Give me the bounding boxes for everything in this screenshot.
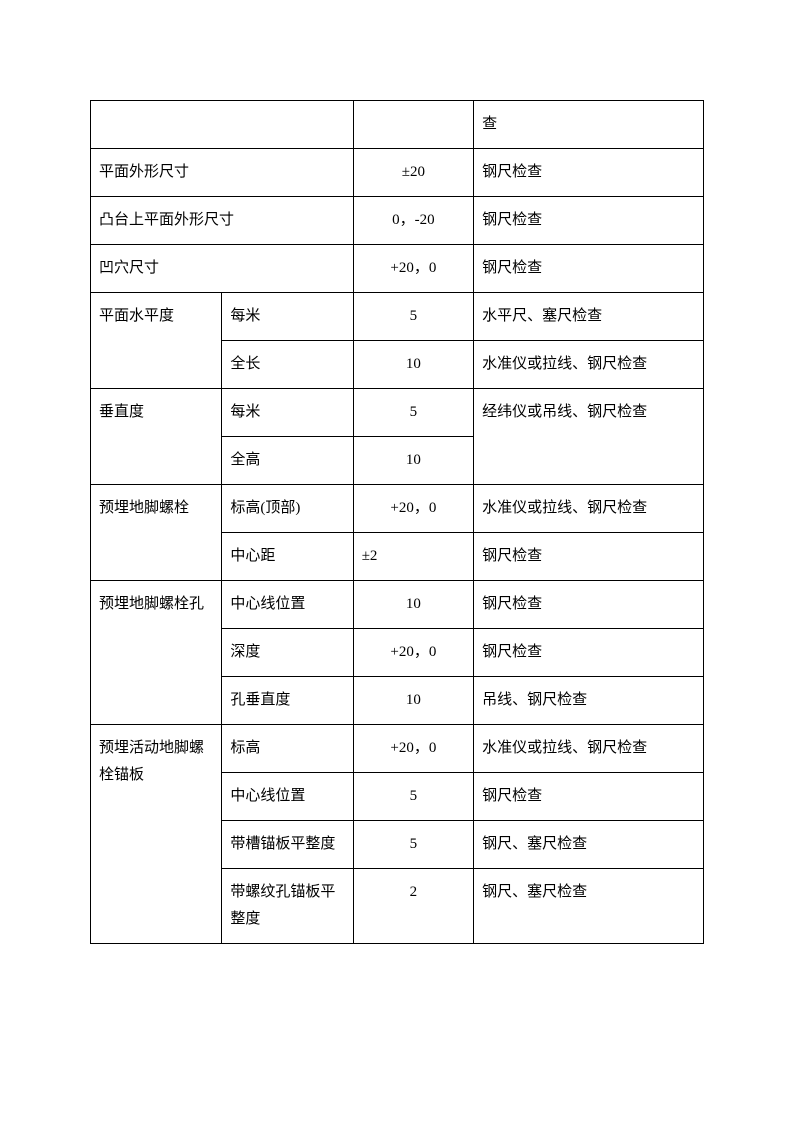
table-row: 凹穴尺寸 +20，0 钢尺检查 [91, 245, 704, 293]
cell: 5 [353, 389, 473, 437]
cell: 钢尺检查 [474, 773, 704, 821]
table-row: 凸台上平面外形尺寸 0，-20 钢尺检查 [91, 197, 704, 245]
cell: 2 [353, 869, 473, 944]
cell: 凹穴尺寸 [91, 245, 354, 293]
cell: 水准仪或拉线、钢尺检查 [474, 725, 704, 773]
cell: 水准仪或拉线、钢尺检查 [474, 485, 704, 533]
cell: +20，0 [353, 629, 473, 677]
cell: 中心线位置 [222, 773, 353, 821]
cell: 查 [474, 101, 704, 149]
table-row: 平面水平度 每米 5 水平尺、塞尺检查 [91, 293, 704, 341]
cell: 10 [353, 437, 473, 485]
cell: 5 [353, 293, 473, 341]
cell: 钢尺检查 [474, 629, 704, 677]
cell: 水平尺、塞尺检查 [474, 293, 704, 341]
cell: 吊线、钢尺检查 [474, 677, 704, 725]
cell: 预埋地脚螺栓孔 [91, 581, 222, 725]
table-row: 预埋活动地脚螺栓锚板 标高 +20，0 水准仪或拉线、钢尺检查 [91, 725, 704, 773]
cell: 平面水平度 [91, 293, 222, 389]
cell: 标高(顶部) [222, 485, 353, 533]
cell: 5 [353, 773, 473, 821]
table-row: 查 [91, 101, 704, 149]
cell: 预埋地脚螺栓 [91, 485, 222, 581]
table-row: 预埋地脚螺栓 标高(顶部) +20，0 水准仪或拉线、钢尺检查 [91, 485, 704, 533]
cell: 每米 [222, 389, 353, 437]
cell: 10 [353, 581, 473, 629]
cell: 凸台上平面外形尺寸 [91, 197, 354, 245]
cell: ±2 [353, 533, 473, 581]
cell: 孔垂直度 [222, 677, 353, 725]
cell: +20，0 [353, 245, 473, 293]
spec-table: 查 平面外形尺寸 ±20 钢尺检查 凸台上平面外形尺寸 0，-20 钢尺检查 凹… [90, 100, 704, 944]
cell: 水准仪或拉线、钢尺检查 [474, 341, 704, 389]
cell: 10 [353, 341, 473, 389]
cell: 预埋活动地脚螺栓锚板 [91, 725, 222, 944]
cell: 0，-20 [353, 197, 473, 245]
cell: 钢尺检查 [474, 149, 704, 197]
cell: 钢尺、塞尺检查 [474, 869, 704, 944]
cell: 带槽锚板平整度 [222, 821, 353, 869]
cell [91, 101, 354, 149]
cell: 钢尺、塞尺检查 [474, 821, 704, 869]
cell: 垂直度 [91, 389, 222, 485]
cell: 平面外形尺寸 [91, 149, 354, 197]
cell: 全长 [222, 341, 353, 389]
cell: 钢尺检查 [474, 197, 704, 245]
cell: 钢尺检查 [474, 245, 704, 293]
cell: ±20 [353, 149, 473, 197]
cell: 经纬仪或吊线、钢尺检查 [474, 389, 704, 485]
table-row: 平面外形尺寸 ±20 钢尺检查 [91, 149, 704, 197]
cell: 深度 [222, 629, 353, 677]
cell: 钢尺检查 [474, 581, 704, 629]
cell: 5 [353, 821, 473, 869]
cell [353, 101, 473, 149]
cell: 全高 [222, 437, 353, 485]
cell: 钢尺检查 [474, 533, 704, 581]
cell: 带螺纹孔锚板平整度 [222, 869, 353, 944]
cell: 每米 [222, 293, 353, 341]
table-row: 预埋地脚螺栓孔 中心线位置 10 钢尺检查 [91, 581, 704, 629]
cell: +20，0 [353, 725, 473, 773]
cell: 标高 [222, 725, 353, 773]
table-row: 垂直度 每米 5 经纬仪或吊线、钢尺检查 [91, 389, 704, 437]
cell: +20，0 [353, 485, 473, 533]
cell: 中心线位置 [222, 581, 353, 629]
cell: 10 [353, 677, 473, 725]
cell: 中心距 [222, 533, 353, 581]
